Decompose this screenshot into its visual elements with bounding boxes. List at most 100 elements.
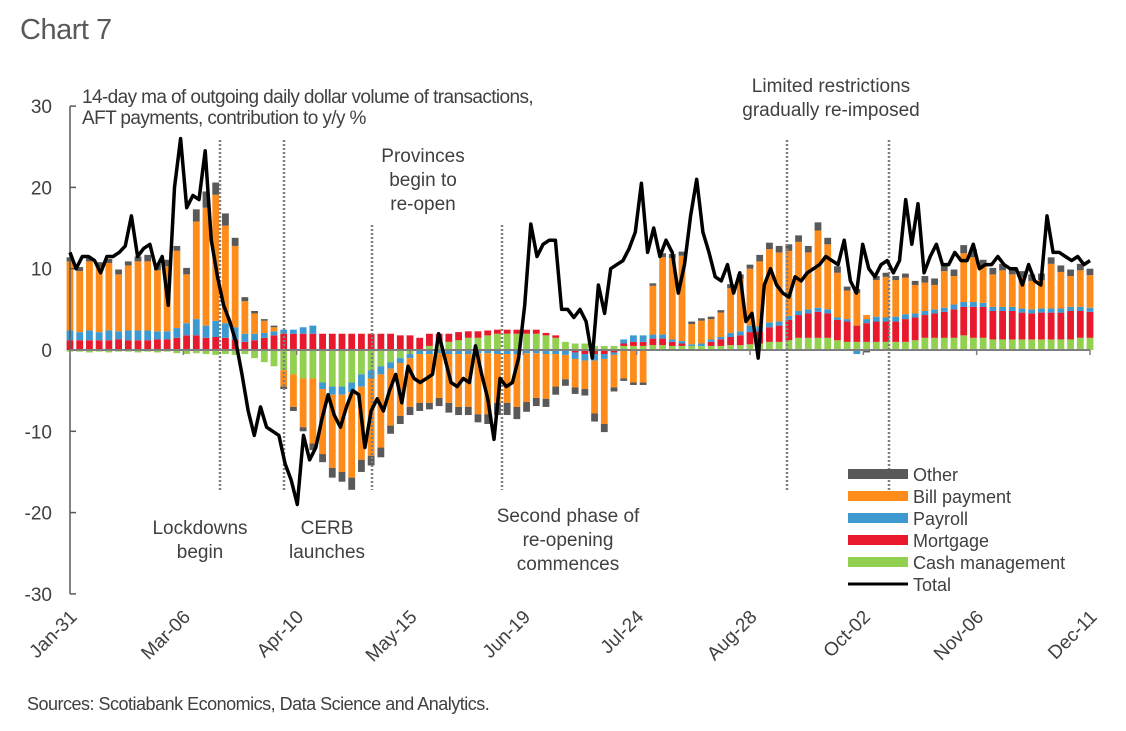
bar-other [183,267,190,275]
bar-other [1008,267,1016,275]
bar-cash-management [795,337,802,350]
bar-mortgage [610,350,618,353]
x-tick-label: Mar-06 [137,607,194,664]
bar-mortgage [795,315,802,338]
bar-payroll [183,323,190,336]
bar-other [688,321,696,324]
bar-bill-payment [377,374,385,448]
bar-payroll [542,350,550,355]
bar-cash-management [154,350,161,353]
bar-payroll [1076,306,1084,311]
bar-bill-payment [173,250,181,329]
annotation-line: begin [177,542,224,563]
bar-other [251,310,258,314]
bar-cash-management [523,333,530,350]
bar-bill-payment [134,261,142,331]
bar-cash-management [707,345,715,350]
bar-other [795,235,802,242]
bar-payroll [892,316,900,322]
bar-other [319,454,326,463]
bar-cash-management [1008,339,1016,350]
y-tick-label: -10 [25,422,52,443]
bar-cash-management [105,350,113,353]
subtitle-line-2: AFT payments, contribution to y/y % [82,108,366,129]
bar-bill-payment [902,277,909,315]
bar-other [396,415,404,424]
bar-bill-payment [630,350,637,383]
bar-bill-payment [154,270,161,332]
bar-mortgage [1008,310,1016,340]
y-tick-label: -20 [25,504,52,525]
bar-other [1086,268,1094,276]
bar-payroll [610,352,618,355]
bar-payroll [668,339,676,342]
bar-cash-management [766,341,773,350]
bar-other [387,425,394,434]
bar-mortgage [523,329,530,334]
bar-bill-payment [270,327,278,332]
bar-cash-management [1047,339,1055,350]
bar-other [1018,271,1026,278]
bar-cash-management [86,350,93,353]
bar-mortgage [503,329,511,334]
bar-payroll [795,310,802,316]
source-note: Sources: Scotiabank Economics, Data Scie… [27,694,490,714]
bar-cash-management [727,345,734,350]
bar-bill-payment [591,360,598,414]
bar-payroll [1057,308,1065,313]
bar-cash-management [426,345,433,350]
bar-payroll [1086,307,1094,312]
bar-payroll [95,332,103,341]
bar-mortgage [843,321,851,342]
legend-swatch-bill-payment [848,491,908,501]
bar-other [814,222,822,231]
bar-payroll [328,386,336,395]
bar-payroll [659,334,666,339]
bar-bill-payment [1018,277,1026,309]
bar-mortgage [717,339,725,346]
bar-other [202,191,210,208]
bar-payroll [698,343,705,346]
y-tick-labels: -30 -20 -10 0 10 20 30 [25,97,52,606]
y-tick-label: 20 [31,178,52,199]
bar-payroll [503,350,511,355]
bar-bill-payment [387,368,394,426]
bar-other [144,254,152,262]
bar-cash-management [571,343,579,350]
bar-payroll [124,330,132,341]
bar-cash-management [902,341,909,350]
bar-other [931,278,938,285]
bar-mortgage [183,335,190,350]
bar-bill-payment [1076,270,1084,307]
bar-bill-payment [853,293,861,326]
bar-mortgage [173,337,181,350]
bar-payroll [348,382,356,393]
bar-mortgage [581,350,589,355]
bar-other [707,316,715,320]
annotation-line: Provinces [381,146,464,167]
bar-other [804,245,812,253]
bar-payroll [562,350,569,355]
bar-bill-payment [416,354,424,403]
bar-other [338,471,346,482]
bar-mortgage [86,340,93,350]
bar-other [766,242,773,250]
bar-cash-management [834,340,841,350]
bar-other [464,406,472,416]
bar-payroll [630,335,637,342]
legend-swatch-other [848,469,908,479]
bar-bill-payment [1028,280,1036,310]
bar-cash-management [231,350,239,355]
bar-bill-payment [280,370,288,387]
bar-payroll [950,304,958,310]
bar-bill-payment [1038,280,1045,309]
bar-cash-management [950,337,958,350]
bar-cash-management [717,345,725,350]
bar-cash-management [358,350,365,375]
bar-payroll [999,306,1006,311]
bar-payroll [154,331,161,340]
bar-other [902,273,909,278]
bar-mortgage [105,340,113,350]
